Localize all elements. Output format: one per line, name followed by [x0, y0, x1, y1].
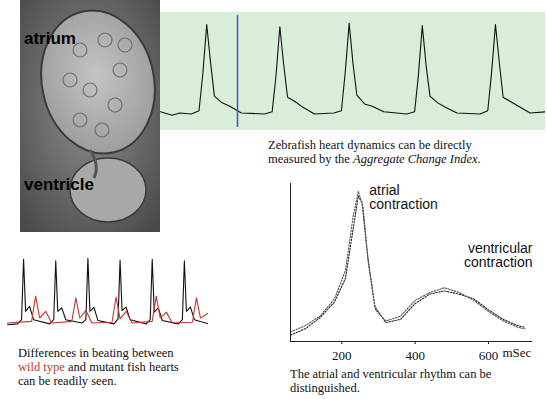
html-text:wild type and mutant fish hear: wild type and mutant fish hearts can be … — [18, 360, 179, 388]
svg-text:atrialcontraction: atrialcontraction — [369, 182, 437, 212]
svg-text:atrium: atrium — [24, 29, 76, 48]
svg-text:ventricularcontraction: ventricularcontraction — [464, 240, 533, 270]
svg-text:400: 400 — [405, 348, 425, 363]
svg-text:mSec: mSec — [503, 345, 532, 360]
svg-text:200: 200 — [332, 348, 351, 363]
html-text:Differences in beating between: Differences in beating between — [18, 346, 174, 360]
svg-text:600: 600 — [479, 348, 499, 363]
html-text:The atrial and ventricular rhy: The atrial and ventricular rhythm can be… — [290, 367, 492, 395]
svg-text:ventricle: ventricle — [24, 175, 94, 194]
html-text:Zebrafish heart dynamics can b: Zebrafish heart dynamics can be directly… — [268, 138, 481, 166]
